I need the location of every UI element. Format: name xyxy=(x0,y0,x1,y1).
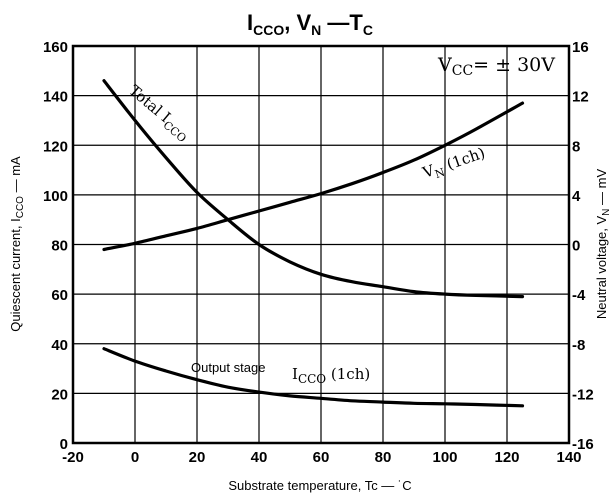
annotation-vcc-sub: CC xyxy=(452,63,473,79)
y2-tick-label: 0 xyxy=(572,238,580,255)
y-tick-label: 120 xyxy=(43,138,68,155)
series-vn-line xyxy=(102,101,525,252)
y2-axis-label-a: Neutral voltage, V xyxy=(594,215,609,319)
title-v: V xyxy=(296,10,311,35)
y-tick-label: 60 xyxy=(51,287,68,304)
title-sep: , xyxy=(284,10,296,35)
title-i: I xyxy=(247,10,253,35)
x-tick-label: 140 xyxy=(556,449,581,466)
y2-axis-label-sub: N xyxy=(601,209,612,216)
y2-tick-label: -16 xyxy=(572,436,594,453)
y-axis-label: Quiescent current, ICCO — mA xyxy=(8,156,26,332)
x-tick-label: 80 xyxy=(375,449,392,466)
y2-tick-label: -8 xyxy=(572,337,585,354)
annotation-vcc-rest: = ± 30V xyxy=(473,54,555,76)
y-tick-labels: 0 20 40 60 80 100 120 140 160 xyxy=(43,39,68,453)
series-total-icco-line xyxy=(102,79,525,299)
x-tick-label: 60 xyxy=(313,449,330,466)
y-axis-label-a: Quiescent current, I xyxy=(8,218,23,331)
y-tick-label: 40 xyxy=(51,337,68,354)
y2-tick-label: 16 xyxy=(572,39,589,56)
annotation-output-sub: CCO xyxy=(298,372,326,386)
x-axis-label: Substrate temperature, Tc — ˙C xyxy=(228,478,411,493)
annotation-total-icco: Total ICCO xyxy=(124,81,194,145)
y-tick-label: 100 xyxy=(43,188,68,205)
y-tick-label: 80 xyxy=(51,238,68,255)
y2-tick-label: 4 xyxy=(572,188,581,205)
y-axis-label-sub: CCO xyxy=(15,196,26,218)
annotation-total-sub: CCO xyxy=(161,118,189,145)
plot-frame xyxy=(71,44,571,445)
x-tick-label: 0 xyxy=(131,449,139,466)
annotation-vn: VN (1ch) xyxy=(419,144,488,185)
title-dash: — xyxy=(321,10,349,35)
y2-tick-label: -12 xyxy=(572,386,594,403)
y-axis-label-b: — mA xyxy=(8,156,23,196)
y2-axis-label: Neutral voltage, VN — mV xyxy=(594,169,612,320)
title-i-sub: CCO xyxy=(253,22,284,38)
annotation-output-rest: (1ch) xyxy=(326,365,370,383)
x-tick-label: 40 xyxy=(251,449,268,466)
y-tick-label: 20 xyxy=(51,386,68,403)
chart-title: ICCO, VN —TC xyxy=(247,10,373,38)
annotation-output-main: I xyxy=(292,365,298,383)
title-v-sub: N xyxy=(311,22,321,38)
x-tick-label: -20 xyxy=(62,449,84,466)
x-tick-labels: -20 0 20 40 60 80 100 120 140 xyxy=(62,449,581,466)
annotation-vn-sub: N xyxy=(433,166,447,182)
y2-axis-label-b: — mV xyxy=(594,169,609,209)
title-t: T xyxy=(349,10,363,35)
x-tick-label: 100 xyxy=(432,449,457,466)
annotation-output-lead: Output stage xyxy=(191,360,265,375)
y2-tick-labels: -16 -12 -8 -4 0 4 8 12 16 xyxy=(572,39,594,453)
annotation-output-icco: ICCO (1ch) xyxy=(292,365,370,386)
y2-tick-label: 12 xyxy=(572,89,589,106)
x-tick-label: 20 xyxy=(189,449,206,466)
annotation-vcc-main: V xyxy=(437,54,452,76)
y-tick-label: 0 xyxy=(60,436,68,453)
title-t-sub: C xyxy=(363,22,373,38)
y2-tick-label: -4 xyxy=(572,287,586,304)
annotation-vn-rest: (1ch) xyxy=(440,144,488,175)
x-tick-label: 120 xyxy=(494,449,519,466)
annotation-vcc: VCC= ± 30V xyxy=(437,54,555,79)
y-tick-label: 160 xyxy=(43,39,68,56)
y-tick-label: 140 xyxy=(43,89,68,106)
y2-tick-label: 8 xyxy=(572,138,580,155)
series-output-icco-line xyxy=(102,347,525,408)
